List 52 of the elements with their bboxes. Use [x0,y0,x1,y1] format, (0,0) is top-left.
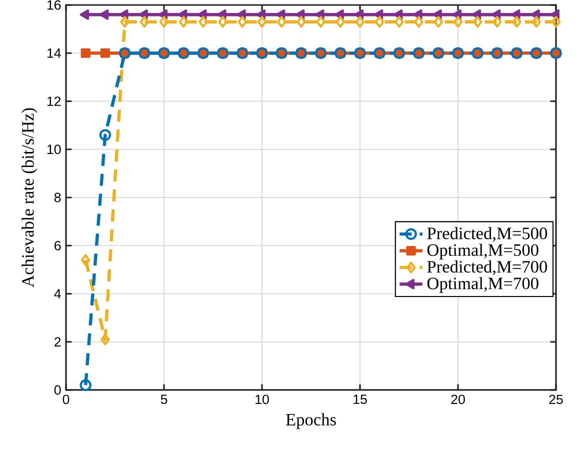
y-tick-label: 4 [54,289,61,298]
point [492,16,502,28]
point [296,16,306,28]
point [434,16,444,28]
point [120,16,130,28]
y-axis-title: Achievable rate (bit/s/Hz) [22,108,38,288]
y-tick-label: 12 [47,96,61,106]
point [453,16,463,28]
x-tick-label: 15 [354,394,367,404]
y-tick-label: 16 [47,0,61,10]
y-tick-label: 6 [54,240,61,250]
point [159,16,169,28]
point [394,16,404,28]
y-tick-label: 10 [47,144,61,154]
point [414,16,424,28]
point [276,16,286,28]
point [512,16,522,28]
point [218,16,228,28]
point [140,16,150,28]
point [336,16,346,28]
x-axis-title: Epochs [286,413,336,429]
point [178,16,188,28]
point [472,16,482,28]
x-tick-label: 0 [62,394,70,404]
point [99,9,109,20]
point [99,129,112,141]
y-tick-label: 0 [54,385,61,395]
legend-label: Optimal,M=700 [427,277,538,293]
point [238,16,248,28]
legend-label: Predicted,M=700 [427,260,548,276]
legend-label: Predicted,M=500 [427,227,548,242]
x-tick-label: 20 [451,394,465,404]
y-tick-label: 14 [47,48,61,58]
point [100,48,110,58]
point [100,334,110,346]
x-tick-label: 10 [256,394,269,404]
point [198,16,208,28]
y-tick-label: 2 [54,337,61,347]
point [80,9,90,20]
point [374,16,384,28]
point [355,16,365,28]
point [532,16,542,28]
legend-label: Optimal,M=500 [427,244,538,260]
x-tick-label: 5 [160,394,168,404]
point [316,16,326,28]
point [80,48,90,58]
point [257,16,267,28]
y-tick-label: 8 [54,192,61,202]
point [80,254,90,266]
point [551,16,561,28]
point [80,379,92,392]
x-tick-label: 25 [549,394,563,404]
